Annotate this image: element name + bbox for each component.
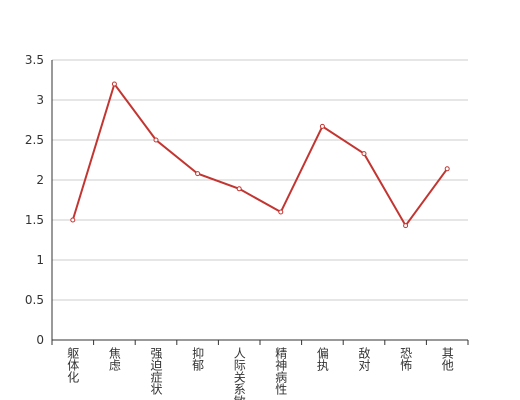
- point: [70, 217, 76, 223]
- y-tick-label: 1.5: [25, 213, 44, 227]
- point: [361, 151, 367, 157]
- line: [71, 81, 449, 228]
- y-tick-label: 2.5: [25, 133, 44, 147]
- x-tick-label: 躯体化: [66, 346, 80, 384]
- x-tick-label: 焦虑: [107, 347, 121, 371]
- y-tick-label: 2: [36, 173, 44, 187]
- y-tick-label: 3.5: [25, 53, 44, 67]
- y-tick-label: 0.5: [25, 293, 44, 307]
- point: [153, 137, 159, 143]
- point: [403, 223, 409, 229]
- x-tick-label: 其他: [440, 347, 454, 371]
- x-tick-label: 人际关系敏感: [232, 347, 246, 400]
- point: [444, 166, 450, 172]
- x-tick-label: 强迫症状: [149, 347, 163, 395]
- y-tick-label: 1: [36, 253, 44, 267]
- point: [195, 171, 201, 177]
- x-tick-label: 抑郁: [191, 346, 205, 372]
- y-tick-label: 3: [36, 93, 44, 107]
- x-tick-label: 敌对: [357, 346, 371, 371]
- point: [319, 123, 325, 129]
- x-tick-label: 恐怖: [399, 347, 413, 371]
- point: [111, 81, 117, 87]
- point: [236, 186, 242, 192]
- x-tick-label: 精神病性: [274, 347, 288, 396]
- point: [278, 209, 284, 215]
- y-tick-label: 0: [36, 333, 44, 347]
- x-tick-label: 偏执: [315, 346, 329, 372]
